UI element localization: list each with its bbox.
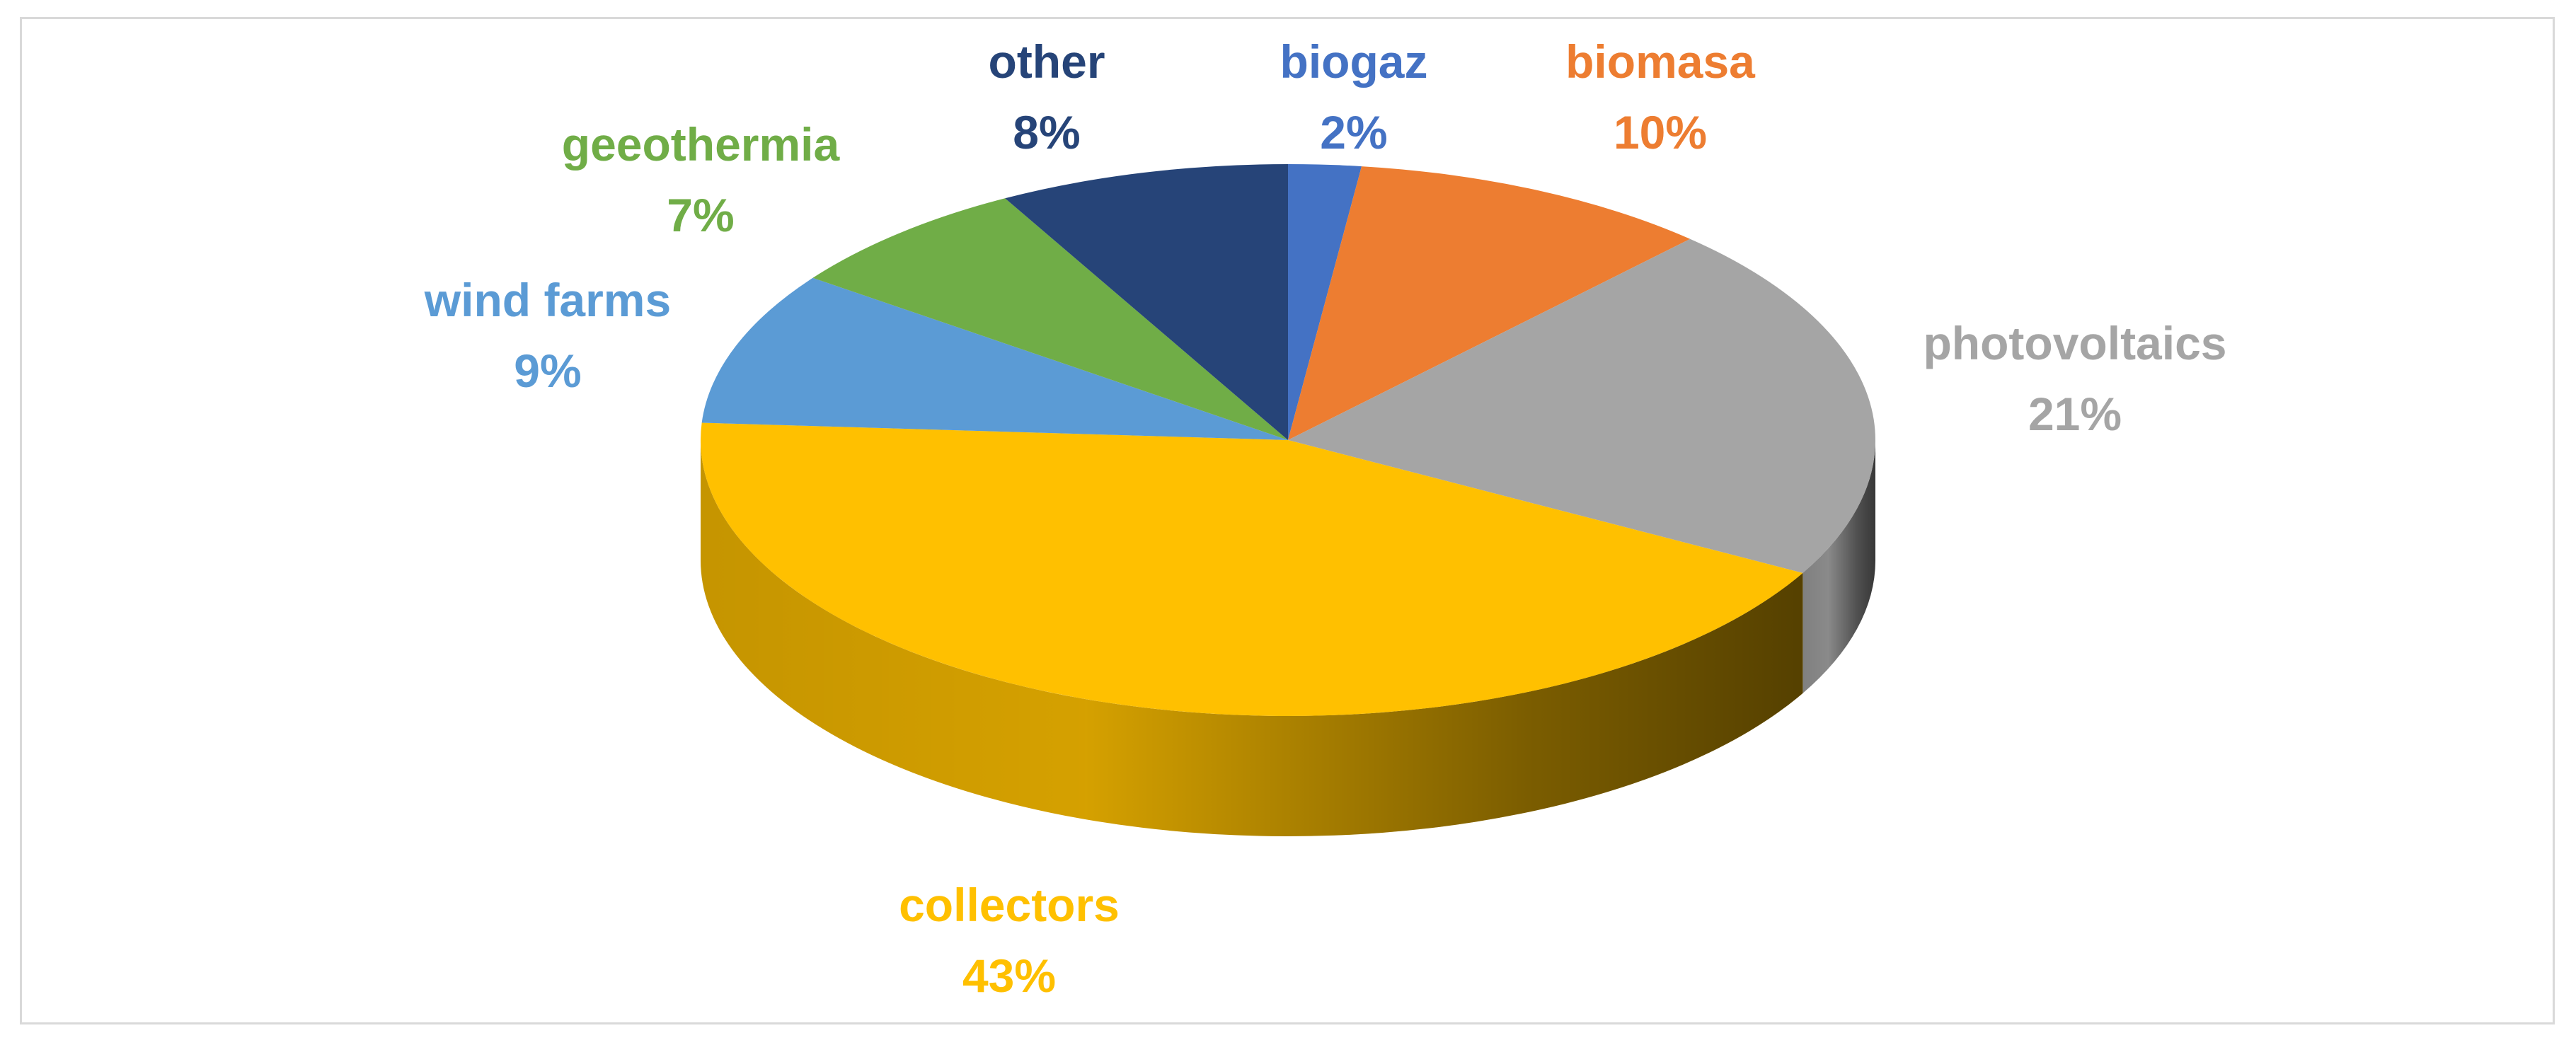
pie-slice-biogaz — [1288, 164, 1362, 440]
pie-slice-photovoltaics — [1288, 238, 1876, 573]
slice-label-other: other — [989, 35, 1105, 88]
slice-value-photovoltaics: 21% — [2028, 388, 2122, 440]
slice-value-collectors: 43% — [962, 949, 1056, 1002]
pie-tops — [700, 164, 1876, 717]
slice-label-wind-farms: wind farms — [424, 274, 671, 326]
pie-sides — [701, 440, 1875, 836]
pie-slice-geeothermia — [812, 198, 1288, 440]
slice-label-biogaz: biogaz — [1280, 35, 1428, 88]
slice-label-biomasa: biomasa — [1565, 35, 1756, 88]
pie-side-shade — [1802, 440, 1875, 693]
pie-slice-wind-farms — [701, 277, 1288, 440]
slice-label-geeothermia: geeothermia — [562, 118, 841, 171]
slice-value-biomasa: 10% — [1614, 106, 1707, 158]
pie-slice-collectors — [700, 422, 1803, 717]
pie-slice-biomasa — [1288, 166, 1691, 441]
pie-slice-other — [1005, 164, 1288, 440]
pie-side-shade — [701, 440, 1803, 836]
slice-value-geeothermia: 7% — [667, 189, 734, 241]
slice-label-collectors: collectors — [899, 879, 1120, 931]
slice-label-photovoltaics: photovoltaics — [1923, 317, 2226, 369]
slice-value-biogaz: 2% — [1320, 106, 1387, 158]
slice-value-other: 8% — [1013, 106, 1080, 158]
pie-labels: biogaz 2% biomasa 10% photovoltaics 21% collec… — [424, 35, 2227, 1002]
slice-value-wind-farms: 9% — [514, 345, 581, 397]
